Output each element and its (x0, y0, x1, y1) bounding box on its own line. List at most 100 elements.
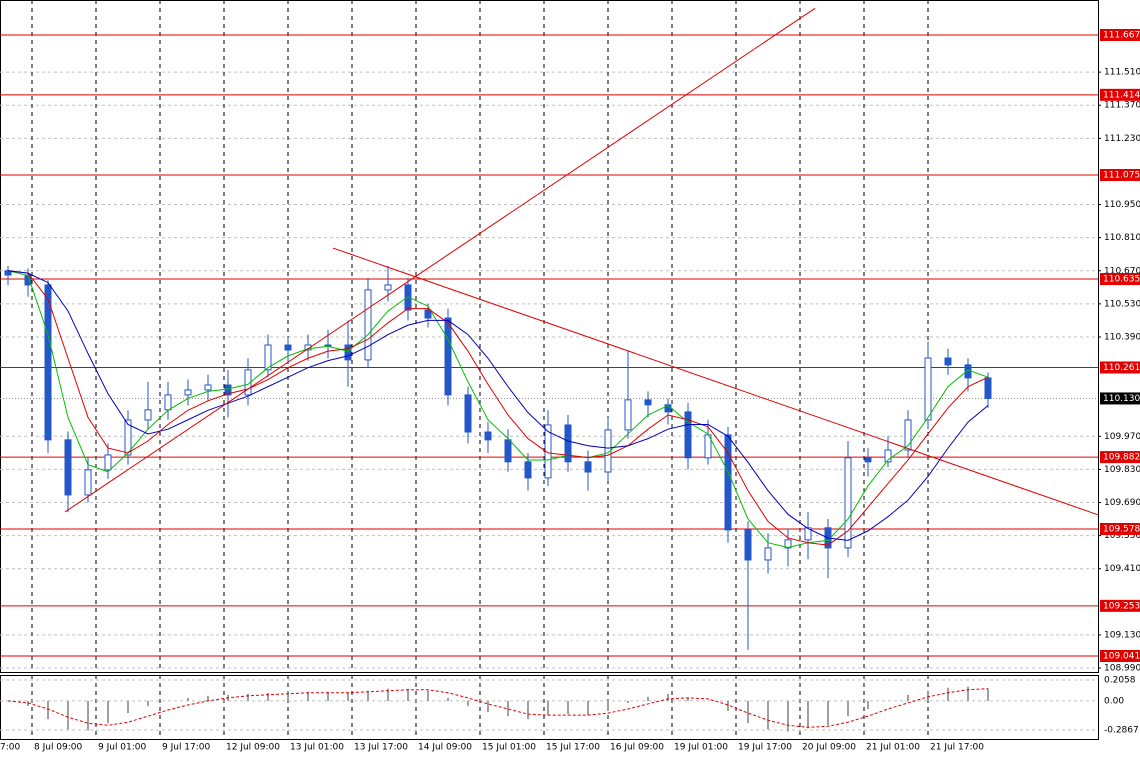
y-tick-label: 109.970 (1104, 432, 1140, 442)
histogram-bar (247, 693, 249, 701)
current-price-label: 110.130 (1103, 394, 1140, 404)
candle-body (624, 399, 632, 431)
histogram-bar (207, 695, 209, 701)
x-tick-label: 16 Jul 09:00 (610, 743, 664, 753)
candle-body (144, 409, 152, 421)
candle-body (884, 449, 892, 463)
x-tick-label: 7:00 (0, 743, 20, 753)
candle-body (264, 344, 272, 371)
level-tag (1100, 28, 1140, 41)
candle-body (924, 357, 932, 421)
histogram-bar (67, 700, 69, 730)
candle-body (344, 344, 352, 361)
histogram-bar (427, 690, 429, 701)
level-label: 109.578 (1103, 524, 1140, 534)
histogram-bar (987, 688, 989, 701)
level-tag (1100, 599, 1140, 612)
y-tick-label: 108.990 (1104, 664, 1140, 674)
histogram-bar (367, 690, 369, 701)
histogram-bar (327, 691, 329, 701)
candle-body (364, 289, 372, 361)
candle-body (944, 357, 952, 366)
histogram-bar (47, 700, 49, 720)
y-tick-label: 109.690 (1104, 498, 1140, 508)
candle-body (984, 377, 992, 399)
level-tag (1100, 522, 1140, 535)
histogram-bar (807, 700, 809, 729)
candle-body (404, 284, 412, 311)
y-tick-label: 0.00 (1104, 696, 1124, 706)
x-tick-label: 13 Jul 17:00 (354, 743, 408, 753)
y-tick-label: 109.410 (1104, 564, 1140, 574)
histogram-bar (287, 691, 289, 701)
y-tick-label: 110.390 (1104, 332, 1140, 342)
candle-body (604, 429, 612, 473)
level-label: 110.635 (1103, 275, 1140, 285)
histogram-bar (347, 692, 349, 701)
candle-body (644, 399, 652, 406)
level-tag (1100, 649, 1140, 662)
x-tick-label: 19 Jul 01:00 (674, 743, 728, 753)
y-tick-label: 0.2058 (1104, 675, 1136, 685)
candle-body (164, 394, 172, 411)
histogram-bar (927, 690, 929, 701)
histogram-bar (647, 696, 649, 701)
price-frame (0, 0, 1099, 673)
histogram-bar (447, 697, 449, 701)
candle-body (84, 469, 92, 496)
x-tick-label: 9 Jul 01:00 (98, 743, 147, 753)
x-tick-label: 13 Jul 01:00 (290, 743, 344, 753)
moving-average (7, 270, 989, 546)
candle-body (384, 284, 392, 291)
candle-body (544, 424, 552, 479)
candle-body (584, 461, 592, 473)
candle-body (484, 431, 492, 441)
candle-body (764, 547, 772, 561)
histogram-bar (107, 700, 109, 724)
x-tick-label: 20 Jul 09:00 (802, 743, 856, 753)
y-tick-label: 109.130 (1104, 630, 1140, 640)
candle-body (684, 411, 692, 459)
histogram-bar (527, 700, 529, 720)
candle-body (464, 394, 472, 433)
candle-body (744, 529, 752, 561)
level-label: 109.253 (1103, 601, 1140, 611)
y-tick-label: 110.810 (1104, 233, 1140, 243)
histogram-bar (747, 700, 749, 724)
level-label: 109.882 (1103, 453, 1140, 463)
level-label: 109.041 (1103, 651, 1140, 661)
candle-body (564, 424, 572, 463)
histogram-bar (407, 688, 409, 701)
x-tick-label: 12 Jul 09:00 (226, 743, 280, 753)
candle-body (724, 434, 732, 531)
histogram-bar (847, 700, 849, 717)
histogram-bar (687, 697, 689, 701)
level-label: 110.261 (1103, 363, 1140, 373)
candle-body (284, 344, 292, 351)
candle-body (424, 309, 432, 319)
candle-body (804, 527, 812, 541)
y-tick-label: 110.670 (1104, 266, 1140, 276)
level-tag (1100, 361, 1140, 374)
histogram-bar (827, 700, 829, 726)
histogram-bar (147, 700, 149, 706)
level-label: 111.667 (1103, 30, 1140, 40)
histogram-bar (587, 700, 589, 716)
x-tick-label: 21 Jul 17:00 (930, 743, 984, 753)
y-tick-label: -0.2867 (1104, 726, 1139, 736)
candle-body (444, 317, 452, 396)
level-label: 111.414 (1103, 90, 1140, 100)
histogram-bar (487, 700, 489, 713)
histogram-bar (627, 700, 629, 703)
histogram-bar (307, 691, 309, 701)
histogram-bar (547, 700, 549, 716)
x-tick-label: 21 Jul 01:00 (866, 743, 920, 753)
histogram-bar (867, 700, 869, 710)
histogram-bar (667, 693, 669, 701)
candle-body (524, 461, 532, 479)
y-tick-label: 111.370 (1104, 101, 1140, 111)
level-tag (1100, 451, 1140, 464)
level-tag (1100, 273, 1140, 286)
candle-body (184, 389, 192, 396)
